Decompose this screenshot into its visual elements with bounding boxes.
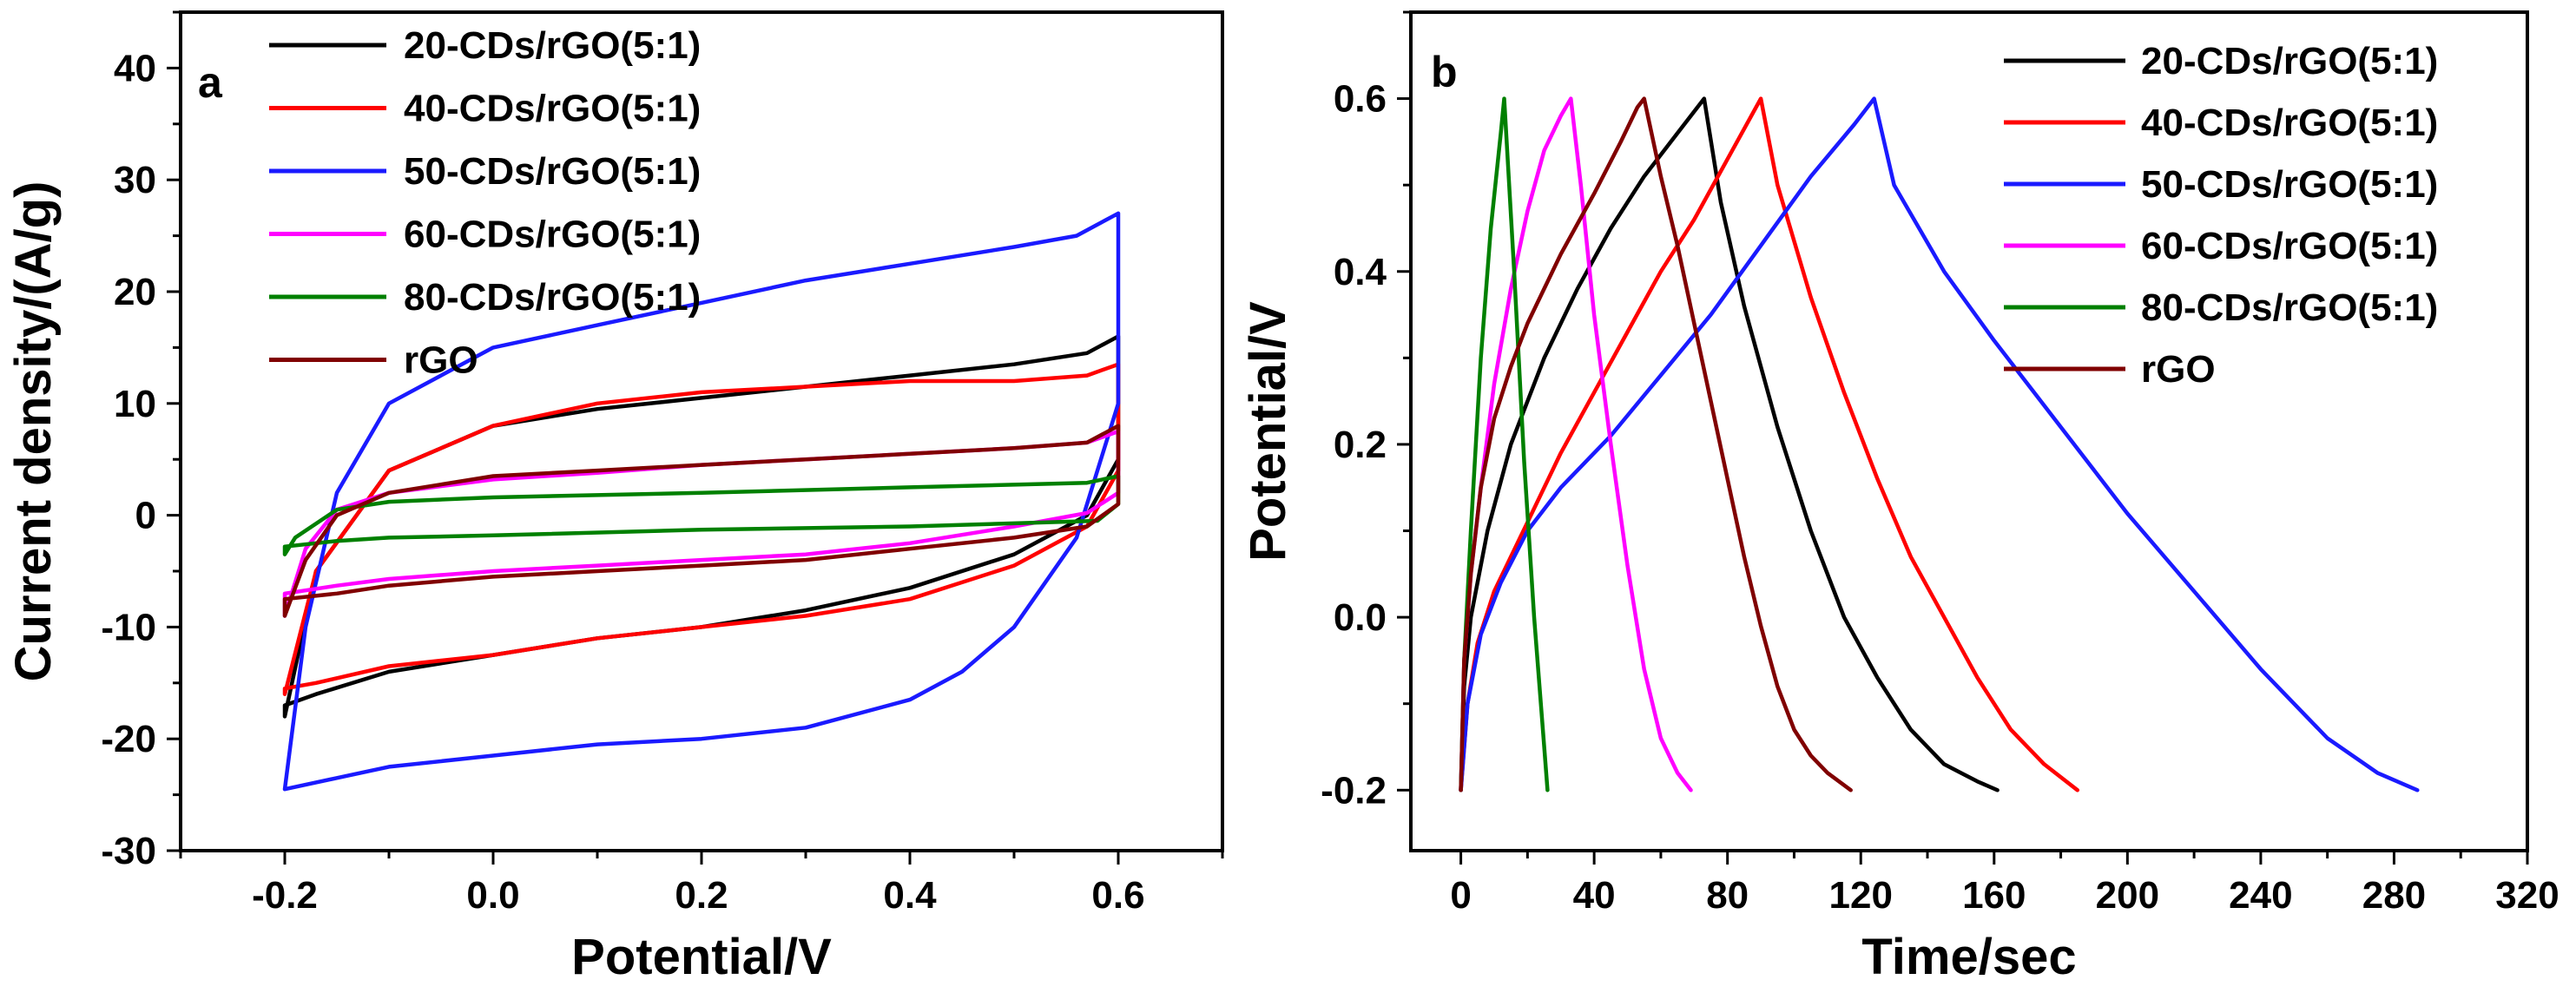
panel-a-y-tick-label: -10: [101, 606, 156, 648]
panel-a-x-tick-label: 0.0: [466, 874, 519, 917]
panel-a-legend-label: 20-CDs/rGO(5:1): [404, 24, 701, 67]
panel-b-series-20-cds-rgo-5-1: [1459, 96, 2000, 792]
panel-b-x-tick-label: 40: [1573, 874, 1616, 917]
panel-b-x-tick-label: 280: [2362, 874, 2426, 917]
panel-b-legend-label: 50-CDs/rGO(5:1): [2141, 163, 2438, 206]
panel-a-y-tick-label: -20: [101, 718, 156, 760]
panel-a-y-ticks: -30 -20 -10 0 10 20 30 40: [101, 10, 181, 872]
panel-b-series-rgo: [1459, 96, 1853, 792]
panel-b-x-tick-label: 80: [1706, 874, 1749, 917]
panel-a-cv-curves: -0.2 0.0 0.2 0.4 0.6 -30 -20 -10 0 10 20 30 40 a 20…: [5, 10, 1224, 985]
panel-b-x-ticks: 0 40 80 120 160 200 240 280 320: [1450, 851, 2560, 917]
panel-a-ylabel: Current density/(A/g): [5, 181, 62, 682]
panel-b-x-tick-label: 120: [1829, 874, 1893, 917]
panel-a-x-ticks: -0.2 0.0 0.2 0.4 0.6: [179, 851, 1224, 917]
panel-a-series-rgo: [282, 424, 1121, 618]
panel-a-legend-label: rGO: [404, 339, 478, 382]
panel-a-series: [282, 211, 1121, 792]
panel-b-gcd-curves: 0 40 80 120 160 200 240 280 320 -0.2 0.0 0.2 0.4 0.6…: [1240, 10, 2560, 985]
panel-b-legend: 20-CDs/rGO(5:1) 40-CDs/rGO(5:1) 50-CDs/rGO…: [2004, 40, 2438, 391]
panel-b-legend-label: 80-CDs/rGO(5:1): [2141, 286, 2438, 329]
panel-a-plot-frame: [179, 10, 1224, 852]
panel-a-xlabel: Potential/V: [571, 929, 832, 985]
panel-a-y-tick-label: 20: [114, 271, 156, 313]
panel-b-xlabel: Time/sec: [1861, 929, 2076, 985]
panel-a-y-tick-label: -30: [101, 830, 156, 872]
panel-a-series-50-cds-rgo-5-1: [282, 211, 1121, 792]
panel-a-legend-label: 50-CDs/rGO(5:1): [404, 150, 701, 193]
panel-b-y-tick-label: 0.6: [1334, 78, 1387, 121]
panel-a-legend-label: 60-CDs/rGO(5:1): [404, 214, 701, 256]
panel-b-legend-label: 20-CDs/rGO(5:1): [2141, 40, 2438, 82]
panel-a-x-tick-label: 0.2: [675, 874, 728, 917]
panel-b-y-ticks: -0.2 0.0 0.2 0.4 0.6: [1321, 10, 1411, 812]
panel-b-ylabel: Potential/V: [1240, 301, 1296, 562]
panel-b-series-80-cds-rgo-5-1: [1459, 96, 1550, 792]
panel-b-y-tick-label: -0.2: [1321, 769, 1387, 812]
panel-b-x-tick-label: 200: [2096, 874, 2159, 917]
panel-a-legend-label: 40-CDs/rGO(5:1): [404, 88, 701, 130]
panel-b-x-tick-label: 240: [2229, 874, 2292, 917]
panel-b-legend-label: 40-CDs/rGO(5:1): [2141, 102, 2438, 144]
panel-b-x-tick-label: 0: [1450, 874, 1471, 917]
panel-a-y-tick-label: 40: [114, 47, 156, 89]
panel-a-x-tick-label: 0.4: [883, 874, 937, 917]
panel-a-y-tick-label: 0: [135, 495, 156, 537]
panel-b-letter: b: [1431, 48, 1458, 96]
panel-b-y-tick-label: 0.2: [1334, 424, 1387, 466]
panel-b-x-tick-label: 320: [2495, 874, 2559, 917]
panel-b-y-tick-label: 0.4: [1334, 251, 1387, 293]
panel-b-plot-frame: [1409, 10, 2529, 852]
panel-a-y-tick-label: 30: [114, 159, 156, 201]
panel-b-y-tick-label: 0.0: [1334, 596, 1387, 639]
panel-b-x-tick-label: 160: [1962, 874, 2026, 917]
panel-b-series-40-cds-rgo-5-1: [1459, 96, 2080, 792]
panel-b-series: [1459, 96, 2420, 792]
panel-a-x-tick-label: -0.2: [252, 874, 318, 917]
panel-b-legend-label: 60-CDs/rGO(5:1): [2141, 225, 2438, 267]
panel-b-series-50-cds-rgo-5-1: [1459, 96, 2420, 792]
panel-a-y-tick-label: 10: [114, 383, 156, 425]
panel-a-legend-label: 80-CDs/rGO(5:1): [404, 276, 701, 319]
panel-a-legend: 20-CDs/rGO(5:1) 40-CDs/rGO(5:1) 50-CDs/rGO…: [269, 24, 701, 382]
panel-b-legend-label: rGO: [2141, 348, 2216, 391]
panel-a-letter: a: [198, 58, 223, 107]
panel-a-x-tick-label: 0.6: [1091, 874, 1144, 917]
